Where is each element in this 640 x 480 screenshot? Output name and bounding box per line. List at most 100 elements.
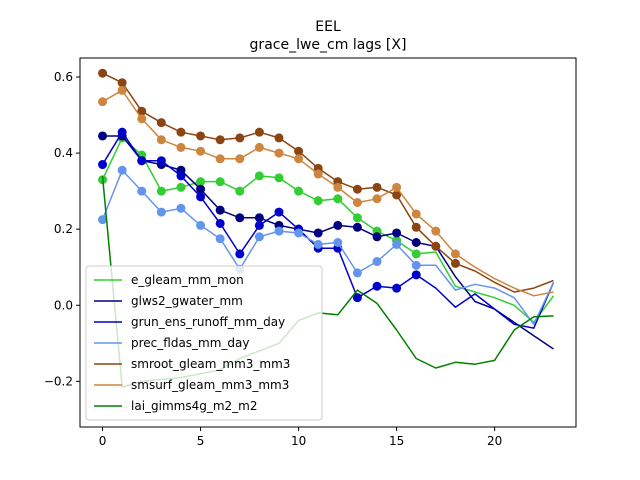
data-point-smsurf_gleam_mm3_mm3	[294, 154, 304, 164]
data-point-smroot_gleam_mm3_mm3	[372, 182, 382, 192]
data-point-smroot_gleam_mm3_mm3	[117, 78, 127, 88]
data-point-prec_fldas_mm_day	[352, 268, 362, 278]
legend-label: glws2_gwater_mm	[131, 294, 243, 308]
data-point-e_gleam_mm_mon	[215, 177, 225, 187]
y-tick-label: 0.0	[54, 298, 73, 312]
data-point-prec_fldas_mm_day	[98, 215, 108, 225]
data-point-grun_ens_runoff_mm_day	[274, 207, 284, 217]
data-point-prec_fldas_mm_day	[196, 220, 206, 230]
data-point-smroot_gleam_mm3_mm3	[392, 190, 402, 200]
legend-label: smsurf_gleam_mm3_mm3	[131, 378, 289, 392]
data-point-smsurf_gleam_mm3_mm3	[254, 142, 264, 152]
data-point-smroot_gleam_mm3_mm3	[431, 241, 441, 251]
data-point-smsurf_gleam_mm3_mm3	[156, 135, 166, 145]
data-point-prec_fldas_mm_day	[137, 186, 147, 196]
data-point-smsurf_gleam_mm3_mm3	[450, 249, 460, 259]
x-tick-label: 5	[197, 434, 205, 448]
data-point-smroot_gleam_mm3_mm3	[176, 127, 186, 137]
data-point-smroot_gleam_mm3_mm3	[196, 131, 206, 141]
y-tick-label: 0.6	[54, 70, 73, 84]
data-point-grun_ens_runoff_mm_day	[176, 171, 186, 181]
data-point-prec_fldas_mm_day	[294, 228, 304, 238]
data-point-smsurf_gleam_mm3_mm3	[274, 148, 284, 158]
data-point-e_gleam_mm_mon	[274, 173, 284, 183]
data-point-e_gleam_mm_mon	[294, 186, 304, 196]
legend-label: prec_fldas_mm_day	[131, 336, 250, 350]
data-point-grun_ens_runoff_mm_day	[352, 293, 362, 303]
legend-label: grun_ens_runoff_mm_day	[131, 315, 285, 329]
legend-label: smroot_gleam_mm3_mm3	[131, 357, 290, 371]
data-point-e_gleam_mm_mon	[254, 171, 264, 181]
data-point-grun_ens_runoff_mm_day	[196, 192, 206, 202]
data-point-glws2_gwater_mm	[392, 228, 402, 238]
data-point-glws2_gwater_mm	[352, 222, 362, 232]
chart-title: EEL	[315, 19, 341, 35]
x-tick-label: 15	[389, 434, 404, 448]
data-point-smroot_gleam_mm3_mm3	[274, 133, 284, 143]
data-point-grun_ens_runoff_mm_day	[235, 249, 245, 259]
data-point-prec_fldas_mm_day	[372, 257, 382, 267]
data-point-smroot_gleam_mm3_mm3	[156, 118, 166, 128]
plot-area	[98, 68, 555, 388]
data-point-grun_ens_runoff_mm_day	[254, 220, 264, 230]
y-tick-label: 0.4	[54, 146, 73, 160]
data-point-smsurf_gleam_mm3_mm3	[392, 182, 402, 192]
data-point-grun_ens_runoff_mm_day	[411, 270, 421, 280]
x-tick-label: 10	[291, 434, 306, 448]
data-point-grun_ens_runoff_mm_day	[156, 156, 166, 166]
data-point-grun_ens_runoff_mm_day	[117, 127, 127, 137]
legend-box	[85, 265, 323, 421]
data-point-smroot_gleam_mm3_mm3	[137, 106, 147, 116]
data-point-glws2_gwater_mm	[313, 228, 323, 238]
data-point-grun_ens_runoff_mm_day	[372, 281, 382, 291]
data-point-smsurf_gleam_mm3_mm3	[372, 194, 382, 204]
data-point-e_gleam_mm_mon	[313, 196, 323, 206]
data-point-e_gleam_mm_mon	[411, 249, 421, 259]
data-point-prec_fldas_mm_day	[215, 234, 225, 244]
data-point-glws2_gwater_mm	[411, 238, 421, 247]
data-point-smsurf_gleam_mm3_mm3	[352, 198, 362, 208]
legend: e_gleam_mm_mon glws2_gwater_mm grun_ens_ru…	[85, 265, 323, 421]
data-point-prec_fldas_mm_day	[254, 232, 264, 242]
data-point-glws2_gwater_mm	[254, 213, 264, 223]
data-point-smsurf_gleam_mm3_mm3	[117, 85, 127, 95]
data-point-smroot_gleam_mm3_mm3	[352, 184, 362, 194]
data-point-smsurf_gleam_mm3_mm3	[333, 182, 343, 192]
data-point-smroot_gleam_mm3_mm3	[215, 135, 225, 145]
data-point-smsurf_gleam_mm3_mm3	[196, 146, 206, 156]
data-point-grun_ens_runoff_mm_day	[98, 160, 108, 170]
data-point-smsurf_gleam_mm3_mm3	[411, 209, 421, 219]
data-point-smsurf_gleam_mm3_mm3	[98, 97, 108, 107]
axes-frame	[79, 57, 577, 428]
data-point-glws2_gwater_mm	[235, 213, 245, 223]
data-point-glws2_gwater_mm	[196, 184, 206, 194]
data-point-grun_ens_runoff_mm_day	[215, 218, 225, 228]
data-point-glws2_gwater_mm	[98, 131, 108, 141]
legend-label: e_gleam_mm_mon	[131, 273, 244, 287]
data-point-prec_fldas_mm_day	[333, 238, 343, 247]
data-point-glws2_gwater_mm	[333, 220, 343, 230]
x-tick-label: 20	[487, 434, 502, 448]
data-point-e_gleam_mm_mon	[235, 186, 245, 196]
data-point-prec_fldas_mm_day	[392, 239, 402, 249]
data-point-smsurf_gleam_mm3_mm3	[235, 154, 245, 164]
data-point-prec_fldas_mm_day	[156, 207, 166, 217]
data-point-smroot_gleam_mm3_mm3	[254, 127, 264, 137]
data-point-prec_fldas_mm_day	[117, 165, 127, 175]
chart-subtitle: grace_lwe_cm lags [X]	[250, 37, 407, 53]
legend-label: lai_gimms4g_m2_m2	[131, 399, 258, 413]
data-point-smroot_gleam_mm3_mm3	[294, 146, 304, 156]
data-point-e_gleam_mm_mon	[352, 213, 362, 223]
data-point-smroot_gleam_mm3_mm3	[98, 68, 108, 78]
data-point-smroot_gleam_mm3_mm3	[411, 222, 421, 232]
axis-ticks: 0 5 10 15 20 −0.2 0.0 0.2 0.4 0.6	[44, 70, 502, 448]
data-point-glws2_gwater_mm	[372, 232, 382, 242]
data-point-e_gleam_mm_mon	[176, 182, 186, 192]
x-tick-label: 0	[99, 434, 107, 448]
data-point-smsurf_gleam_mm3_mm3	[313, 169, 323, 179]
data-point-e_gleam_mm_mon	[196, 177, 206, 187]
data-point-prec_fldas_mm_day	[176, 203, 186, 213]
y-tick-label: −0.2	[44, 374, 73, 388]
data-point-smroot_gleam_mm3_mm3	[235, 133, 245, 143]
